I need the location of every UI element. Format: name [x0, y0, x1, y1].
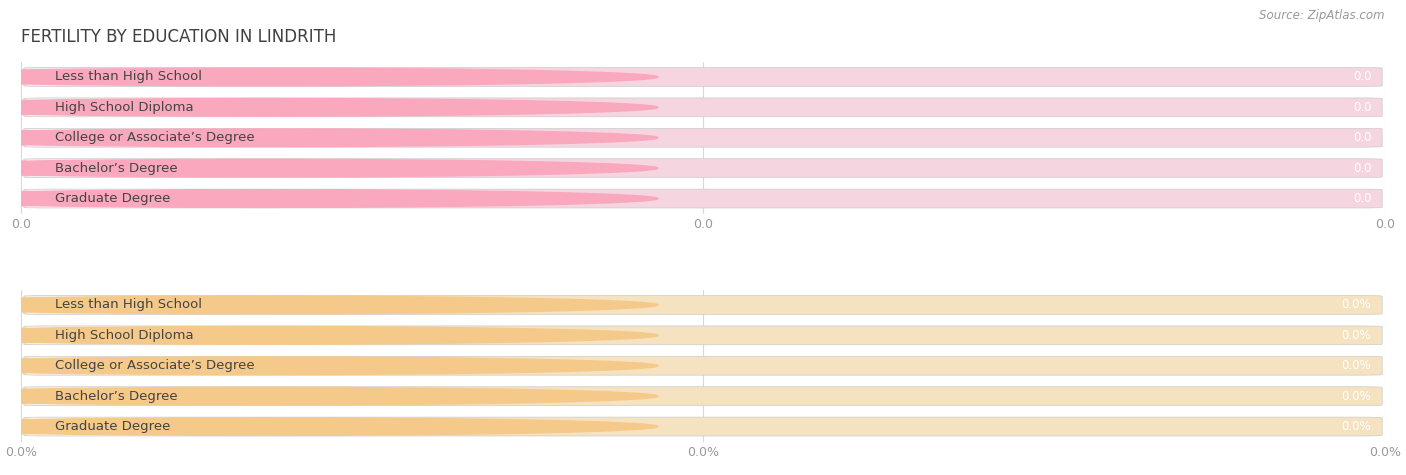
- Circle shape: [0, 296, 658, 314]
- Text: 0.0: 0.0: [1353, 192, 1371, 205]
- FancyBboxPatch shape: [25, 387, 315, 405]
- Text: Bachelor’s Degree: Bachelor’s Degree: [55, 390, 177, 403]
- Text: Bachelor’s Degree: Bachelor’s Degree: [55, 162, 177, 175]
- FancyBboxPatch shape: [25, 326, 315, 344]
- Text: High School Diploma: High School Diploma: [55, 101, 194, 114]
- FancyBboxPatch shape: [25, 357, 315, 375]
- FancyBboxPatch shape: [24, 417, 1382, 436]
- FancyBboxPatch shape: [25, 296, 315, 314]
- Text: 0.0: 0.0: [1353, 131, 1371, 144]
- Text: College or Associate’s Degree: College or Associate’s Degree: [55, 359, 254, 372]
- Text: FERTILITY BY EDUCATION IN LINDRITH: FERTILITY BY EDUCATION IN LINDRITH: [21, 28, 336, 47]
- Text: Less than High School: Less than High School: [55, 70, 202, 84]
- Text: Source: ZipAtlas.com: Source: ZipAtlas.com: [1260, 10, 1385, 22]
- Text: 0.0%: 0.0%: [1341, 329, 1371, 342]
- Circle shape: [0, 190, 658, 208]
- FancyBboxPatch shape: [24, 67, 1382, 86]
- FancyBboxPatch shape: [25, 129, 315, 147]
- Text: Graduate Degree: Graduate Degree: [55, 420, 170, 433]
- FancyBboxPatch shape: [25, 68, 315, 86]
- Text: Less than High School: Less than High School: [55, 298, 202, 312]
- Circle shape: [0, 387, 658, 405]
- FancyBboxPatch shape: [24, 159, 1382, 178]
- Circle shape: [0, 68, 658, 86]
- FancyBboxPatch shape: [24, 295, 1382, 314]
- Circle shape: [0, 98, 658, 116]
- FancyBboxPatch shape: [25, 418, 315, 436]
- FancyBboxPatch shape: [24, 128, 1382, 147]
- Circle shape: [0, 129, 658, 147]
- FancyBboxPatch shape: [24, 326, 1382, 345]
- Circle shape: [0, 357, 658, 375]
- Text: 0.0: 0.0: [1353, 162, 1371, 175]
- FancyBboxPatch shape: [24, 189, 1382, 208]
- Text: 0.0%: 0.0%: [1341, 359, 1371, 372]
- FancyBboxPatch shape: [24, 356, 1382, 375]
- Circle shape: [0, 159, 658, 177]
- Text: High School Diploma: High School Diploma: [55, 329, 194, 342]
- FancyBboxPatch shape: [24, 387, 1382, 406]
- Circle shape: [0, 418, 658, 436]
- FancyBboxPatch shape: [25, 159, 315, 177]
- FancyBboxPatch shape: [25, 98, 315, 116]
- Circle shape: [0, 326, 658, 344]
- Text: College or Associate’s Degree: College or Associate’s Degree: [55, 131, 254, 144]
- Text: 0.0: 0.0: [1353, 101, 1371, 114]
- Text: Graduate Degree: Graduate Degree: [55, 192, 170, 205]
- FancyBboxPatch shape: [24, 98, 1382, 117]
- FancyBboxPatch shape: [25, 190, 315, 208]
- Text: 0.0%: 0.0%: [1341, 390, 1371, 403]
- Text: 0.0%: 0.0%: [1341, 298, 1371, 312]
- Text: 0.0: 0.0: [1353, 70, 1371, 84]
- Text: 0.0%: 0.0%: [1341, 420, 1371, 433]
